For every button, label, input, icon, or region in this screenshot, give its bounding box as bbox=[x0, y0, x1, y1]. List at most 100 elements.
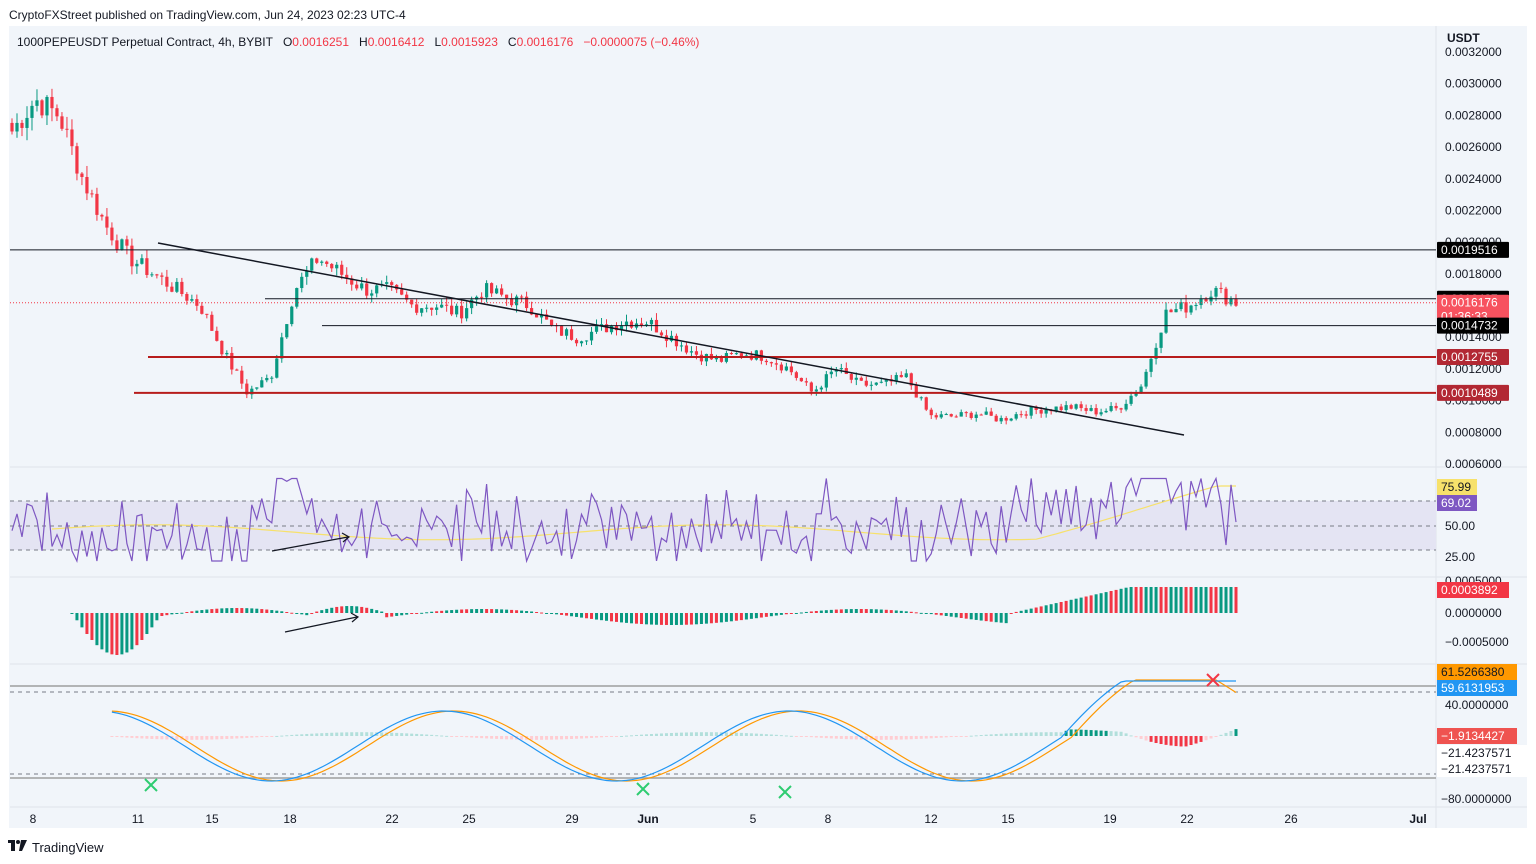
histogram-bar bbox=[245, 608, 249, 613]
candle-body bbox=[375, 285, 379, 294]
descending-trendline bbox=[157, 242, 1185, 436]
wt1-line bbox=[111, 680, 1236, 782]
price-label-black bbox=[1437, 317, 1509, 334]
wt-histogram-bar bbox=[1154, 736, 1158, 744]
histogram-bar bbox=[305, 613, 309, 616]
candle-body bbox=[410, 299, 414, 305]
candle-body bbox=[500, 288, 504, 295]
histogram-bar bbox=[1034, 607, 1038, 613]
candle-body bbox=[430, 307, 434, 310]
candle-body bbox=[1184, 302, 1188, 313]
histogram-bar bbox=[929, 613, 933, 615]
wt2-line bbox=[111, 679, 1237, 782]
histogram-bar bbox=[679, 613, 683, 625]
candle-body bbox=[140, 258, 144, 264]
symbol-name: 1000PEPEUSDT Perpetual Contract, 4h, BYB… bbox=[17, 35, 273, 49]
wt-histogram-bar bbox=[370, 732, 374, 736]
histogram-bar bbox=[230, 608, 234, 613]
time-tick: 5 bbox=[750, 812, 757, 826]
histogram-bar bbox=[515, 610, 519, 613]
candle-body bbox=[1124, 403, 1128, 410]
wt-histogram-bar bbox=[620, 735, 624, 737]
histogram-bar bbox=[1214, 587, 1218, 613]
wt-histogram-bar bbox=[654, 733, 658, 736]
wt-histogram-bar bbox=[425, 734, 429, 736]
candle-body bbox=[135, 263, 139, 267]
histogram-bar bbox=[615, 613, 619, 622]
candle-body bbox=[85, 176, 89, 194]
candle-body bbox=[539, 314, 544, 318]
tradingview-logo-icon bbox=[8, 840, 28, 855]
histogram-bar bbox=[525, 611, 529, 613]
time-tick: 12 bbox=[924, 812, 938, 826]
candle-body bbox=[305, 270, 309, 277]
wt-histogram-bar bbox=[1049, 732, 1053, 736]
price-label-value: 0.0014732 bbox=[1441, 319, 1498, 333]
candle-body bbox=[1064, 405, 1068, 411]
histogram-bar bbox=[1039, 606, 1043, 613]
candle-body bbox=[435, 307, 439, 310]
wt-histogram-bar bbox=[854, 736, 858, 740]
wt-histogram-bar bbox=[260, 736, 264, 737]
wt-histogram-bar bbox=[280, 735, 284, 737]
candle-body bbox=[160, 275, 164, 277]
candle-body bbox=[509, 298, 514, 306]
candle-body bbox=[205, 313, 209, 315]
histogram-bar bbox=[195, 610, 199, 613]
histogram-bar bbox=[1009, 613, 1013, 614]
price-label-red bbox=[1437, 384, 1509, 401]
wt-histogram-bar bbox=[1189, 736, 1193, 746]
wt-histogram-bar bbox=[1089, 730, 1093, 736]
time-tick: Jun bbox=[637, 812, 658, 826]
candle-body bbox=[1194, 305, 1198, 307]
wt-histogram-bar bbox=[560, 736, 564, 740]
wt-histogram-bar bbox=[919, 736, 923, 739]
candle-body bbox=[644, 324, 649, 326]
histogram-bar bbox=[824, 610, 828, 613]
candle-body bbox=[699, 354, 704, 362]
candle-body bbox=[1159, 332, 1163, 348]
histogram-bar bbox=[979, 613, 983, 621]
candle-body bbox=[490, 283, 494, 294]
histogram-bar bbox=[754, 613, 758, 619]
candle-body bbox=[1014, 414, 1018, 419]
candle-body bbox=[165, 276, 169, 287]
candle-body bbox=[859, 377, 863, 381]
wt-histogram-bar bbox=[505, 736, 509, 740]
candle-body bbox=[979, 414, 983, 416]
wt-histogram-bar bbox=[884, 736, 888, 740]
histogram-bar bbox=[704, 613, 708, 624]
histogram-bar bbox=[545, 613, 549, 614]
wt-histogram-bar bbox=[669, 732, 673, 736]
wt-histogram-bar bbox=[130, 736, 134, 738]
wt-histogram-bar bbox=[125, 736, 129, 738]
histogram-bar bbox=[300, 613, 304, 615]
histogram-bar bbox=[235, 608, 239, 613]
candle-body bbox=[450, 305, 454, 315]
wt-histogram-bar bbox=[819, 736, 823, 738]
wt-histogram-bar bbox=[300, 734, 304, 736]
wt-histogram-bar bbox=[610, 736, 614, 737]
footer-brand[interactable]: TradingView bbox=[8, 840, 104, 855]
histogram-bar bbox=[355, 606, 359, 613]
wt-histogram-bar bbox=[450, 736, 454, 737]
candle-body bbox=[1134, 393, 1138, 396]
price-tick: 0.0008000 bbox=[1445, 425, 1502, 439]
wt-histogram-bar bbox=[764, 734, 768, 736]
wt-histogram-bar bbox=[115, 736, 119, 737]
candle-body bbox=[914, 385, 918, 398]
histogram-bar bbox=[829, 609, 833, 613]
candle-body bbox=[609, 325, 614, 333]
histogram-bar bbox=[839, 609, 843, 613]
candle-body bbox=[639, 323, 644, 326]
candle-body bbox=[100, 214, 104, 217]
rsi-ma-value: 75.99 bbox=[1441, 480, 1471, 494]
candle-body bbox=[345, 274, 349, 279]
cross-signal-icon bbox=[636, 782, 650, 796]
price-tick: 0.0018000 bbox=[1445, 267, 1502, 281]
histogram-bar bbox=[575, 613, 579, 617]
candle-body bbox=[420, 308, 424, 313]
wt-histogram-bar bbox=[435, 735, 439, 737]
chart-frame[interactable] bbox=[9, 26, 1527, 828]
